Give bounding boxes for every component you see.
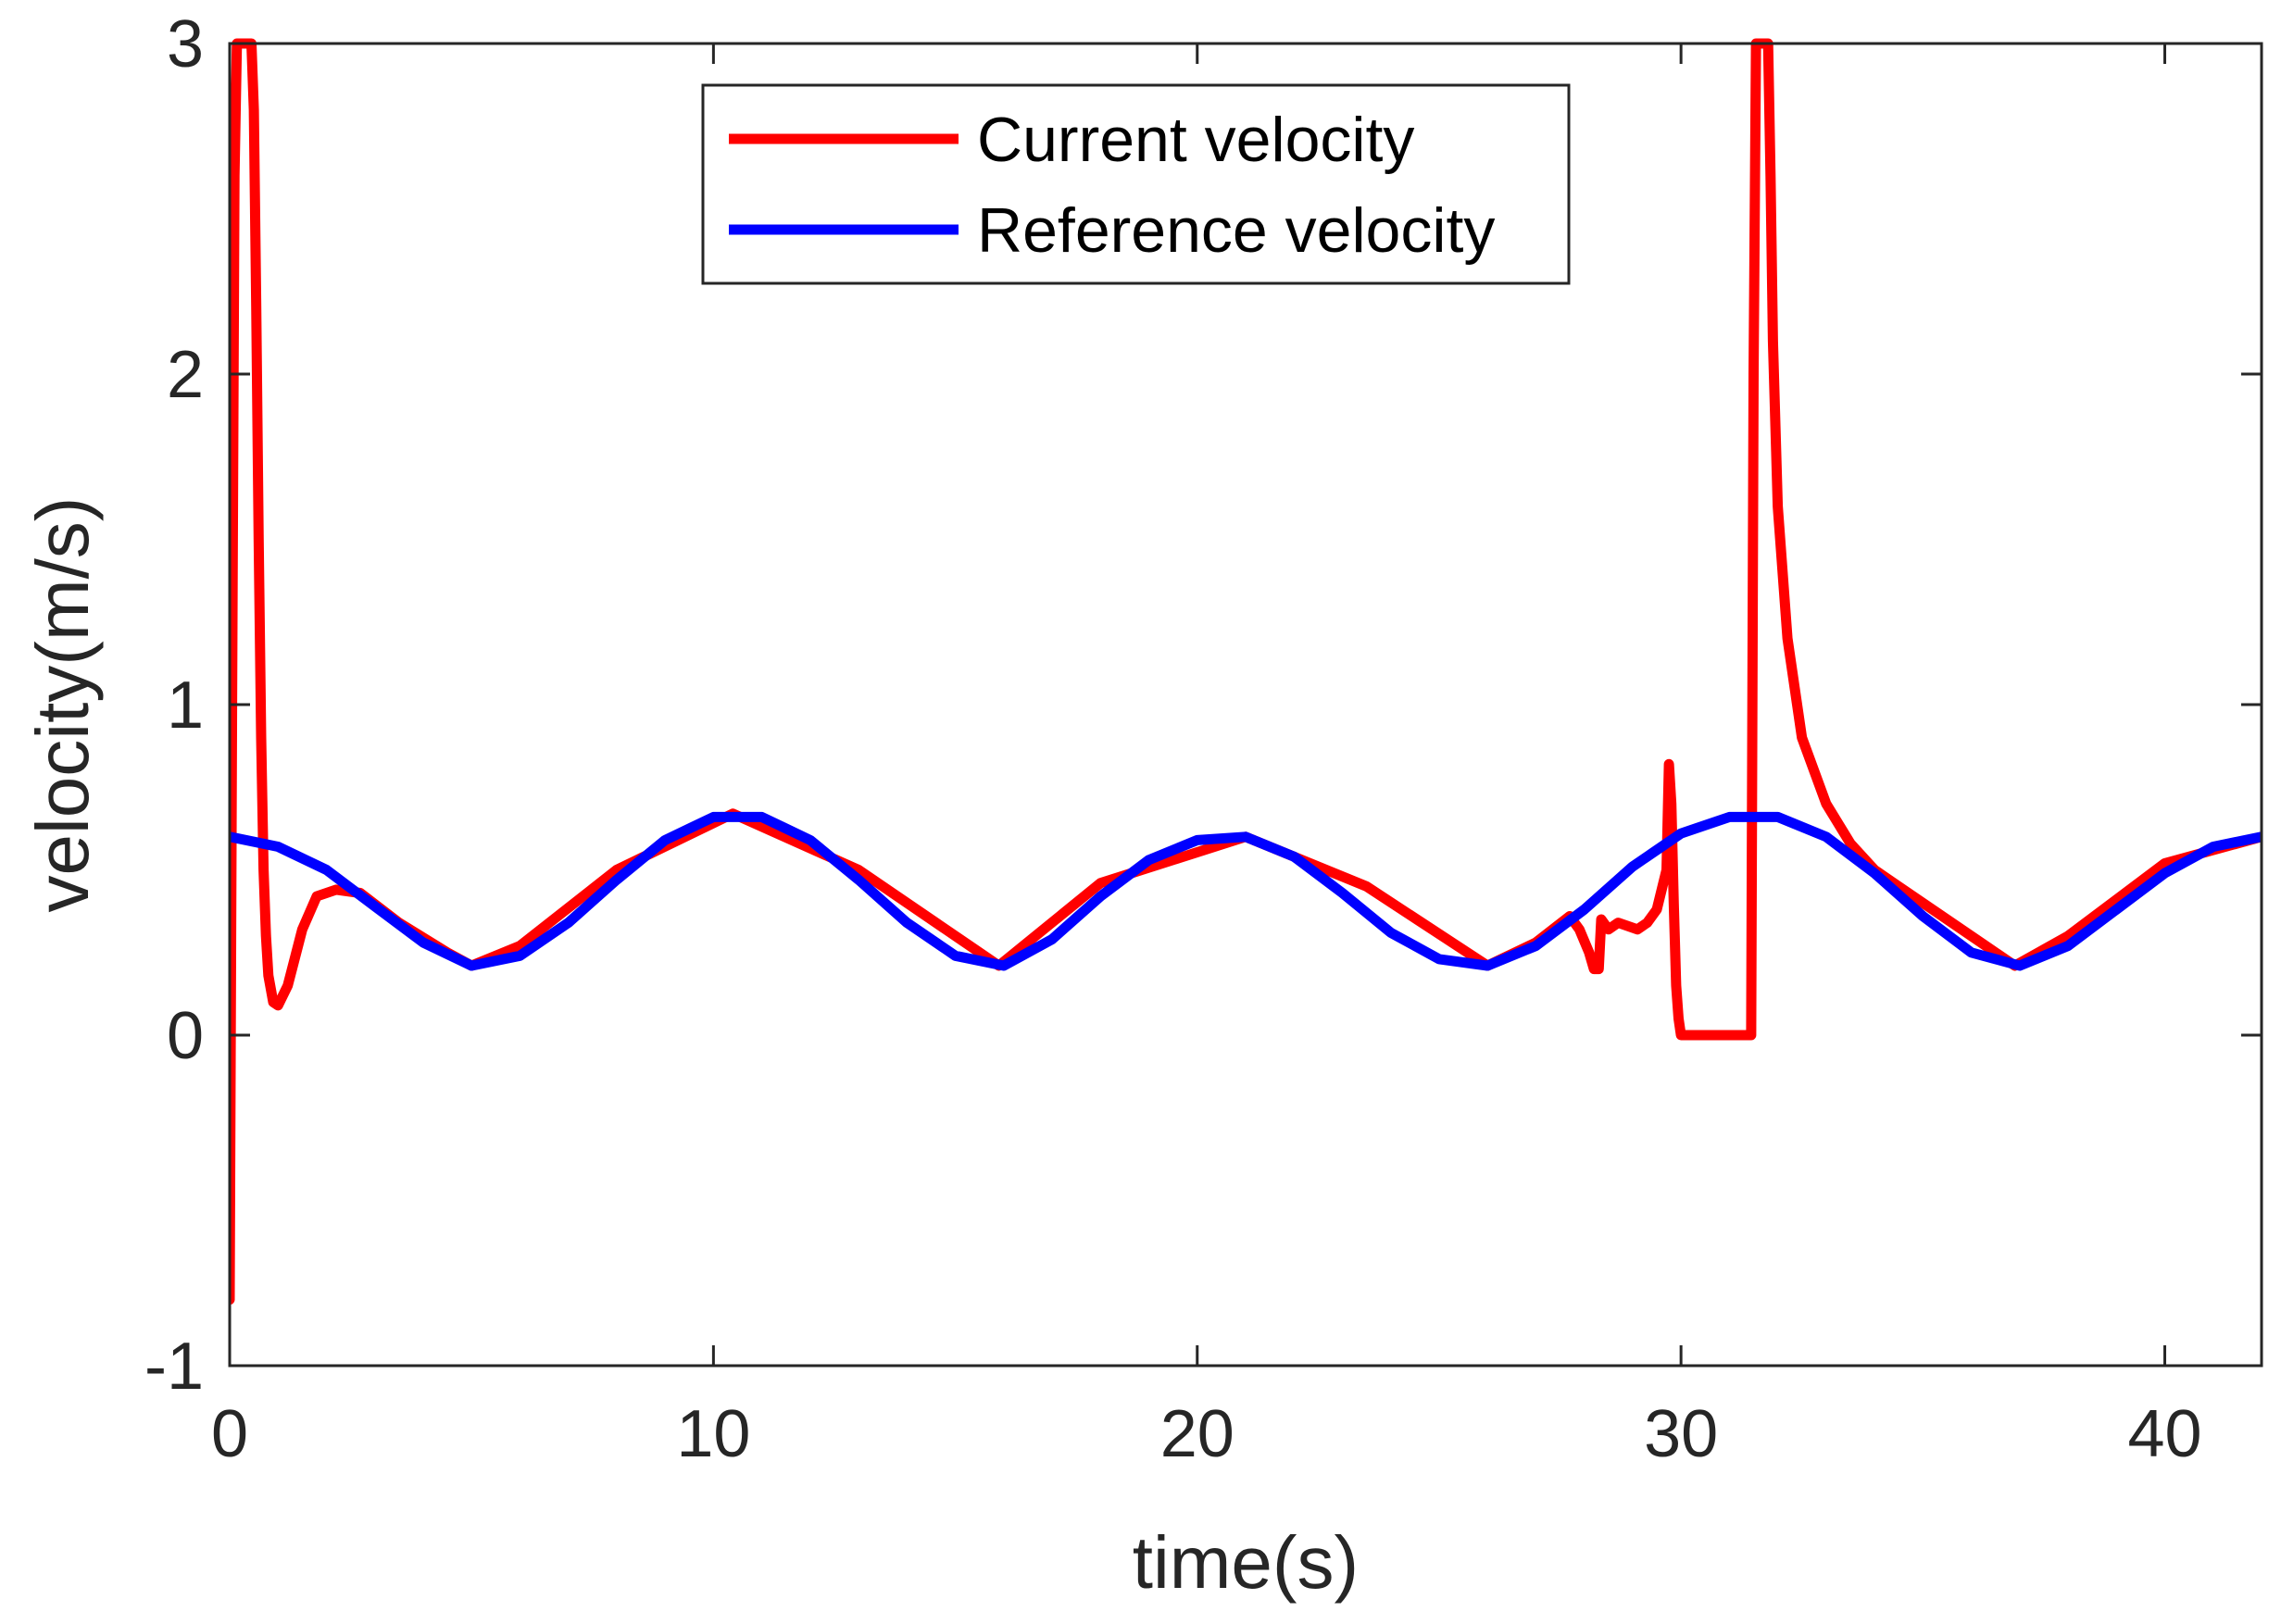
y-tick-label-1: 1 <box>167 668 204 743</box>
x-axis: 0 10 20 30 40 <box>211 44 2202 1471</box>
legend-box <box>701 83 1571 285</box>
y-tick-label-2: 2 <box>167 338 204 412</box>
x-tick-label-10: 10 <box>676 1397 750 1471</box>
series-line-current-velocity <box>230 38 2262 1305</box>
x-tick-label-0: 0 <box>211 1397 248 1471</box>
y-tick-label-3: 3 <box>167 7 204 81</box>
legend-label-current-velocity: Current velocity <box>977 105 1414 175</box>
legend: Current velocity Reference velocity <box>701 83 1571 285</box>
x-axis-label: time(s) <box>1133 1521 1359 1604</box>
x-tick-label-30: 30 <box>1644 1397 1718 1471</box>
x-tick-label-40: 40 <box>2127 1397 2201 1471</box>
legend-label-reference-velocity: Reference velocity <box>977 195 1495 266</box>
y-axis-label: velocity(m/s) <box>21 497 104 913</box>
y-tick-label--1: -1 <box>144 1330 204 1404</box>
x-tick-label-20: 20 <box>1160 1397 1234 1471</box>
y-axis: -1 0 1 2 3 <box>144 7 2262 1404</box>
series-layer <box>230 38 2262 1305</box>
series-line-reference-velocity <box>230 811 2262 971</box>
y-tick-label-0: 0 <box>167 999 204 1073</box>
